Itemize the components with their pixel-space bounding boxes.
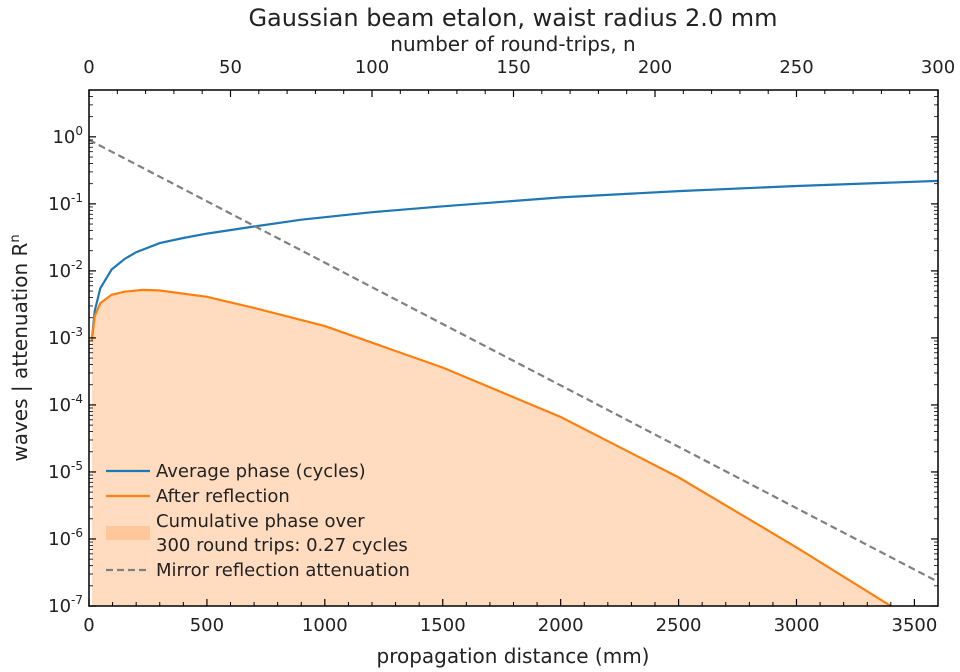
x-tick-label: 1000 [302, 615, 348, 636]
series-line-after-reflection [90, 288, 892, 606]
x-tick-label: 0 [83, 615, 94, 636]
top-tick-label: 50 [219, 57, 242, 78]
y-tick-label: 10-6 [48, 526, 83, 550]
legend-label: 300 round trips: 0.27 cycles [156, 535, 408, 556]
series-line-average-phase-cycles [90, 179, 938, 342]
top-tick-label: 200 [638, 57, 672, 78]
x-tick-label: 2500 [656, 615, 702, 636]
y-tick-label: 100 [52, 124, 83, 148]
legend-label: Average phase (cycles) [156, 461, 366, 482]
y-tick-label: 10-7 [48, 593, 83, 617]
legend-label: After reflection [156, 486, 290, 507]
y-axis-label: waves | attenuation Rn [8, 234, 32, 461]
y-tick-label: 10-2 [48, 258, 83, 282]
x-tick-label: 3000 [774, 615, 820, 636]
top-tick-label: 100 [355, 57, 389, 78]
top-tick-label: 0 [83, 57, 94, 78]
y-tick-label: 10-5 [48, 459, 83, 483]
x-tick-label: 3500 [892, 615, 938, 636]
legend-label: Cumulative phase over [156, 511, 365, 532]
y-tick-label: 10-3 [48, 325, 83, 349]
y-tick-label: 10-1 [48, 191, 83, 215]
legend-label: Mirror reflection attenuation [156, 560, 410, 581]
legend: Average phase (cycles) After reflection Cu… [106, 461, 410, 581]
y-tick-label: 10-4 [48, 392, 83, 416]
top-tick-label: 300 [921, 57, 955, 78]
plot-area [89, 138, 938, 606]
top-tick-label: 250 [779, 57, 813, 78]
cumulative-phase-fill [91, 289, 891, 606]
x-tick-label: 500 [190, 615, 224, 636]
x-tick-label: 1500 [420, 615, 466, 636]
legend-swatch-patch [106, 526, 150, 540]
y-axis-label-main: waves | attenuation R [8, 243, 32, 462]
top-axis-label: number of round-trips, n [390, 32, 635, 56]
y-axis-label-sup: n [8, 234, 23, 242]
axis-ticks: 0 500 1000 1500 2000 2500 3000 3500 0 50 100 150 200… [48, 57, 955, 636]
chart-title: Gaussian beam etalon, waist radius 2.0 m… [248, 4, 777, 32]
x-tick-label: 2000 [538, 615, 584, 636]
x-axis-label: propagation distance (mm) [377, 644, 650, 668]
series-line-mirror-reflection-attenuation [89, 138, 938, 583]
top-tick-label: 150 [496, 57, 530, 78]
